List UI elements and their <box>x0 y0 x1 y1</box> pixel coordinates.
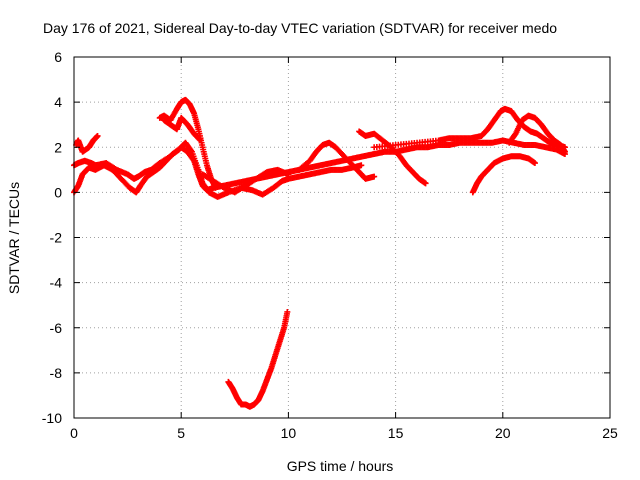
series-track-b <box>71 139 365 200</box>
y-axis-label: SDTVAR / TECUs <box>6 182 22 294</box>
series-track-g <box>296 139 378 182</box>
data-point <box>422 180 429 187</box>
data-point <box>94 132 101 139</box>
y-tick-label: -2 <box>50 230 63 246</box>
data-point <box>371 173 378 180</box>
series-track-l <box>225 308 291 410</box>
series-track-j <box>506 112 568 155</box>
chart-title: Day 176 of 2021, Sidereal Day-to-day VTE… <box>43 20 557 36</box>
series-track-k <box>469 153 538 196</box>
series-track-f <box>199 166 292 196</box>
y-tick-label: 0 <box>54 184 62 200</box>
x-axis-label: GPS time / hours <box>287 458 394 474</box>
x-tick-label: 0 <box>70 425 78 441</box>
axis-ticks: 0 5 10 15 20 25 -10 -8 -6 -4 -2 0 2 4 6 <box>42 49 618 441</box>
y-tick-label: -10 <box>42 410 62 426</box>
y-tick-label: 4 <box>54 94 62 110</box>
data-point <box>188 147 195 154</box>
data-point <box>284 308 291 315</box>
y-tick-label: -8 <box>50 365 63 381</box>
data-point <box>285 171 292 178</box>
x-tick-label: 15 <box>388 425 404 441</box>
y-tick-label: 6 <box>54 49 62 65</box>
series-track-c <box>73 132 101 155</box>
x-tick-label: 10 <box>281 425 297 441</box>
grid-lines <box>74 57 610 418</box>
y-tick-label: 2 <box>54 139 62 155</box>
y-tick-label: -6 <box>50 320 63 336</box>
data-points <box>71 96 568 410</box>
data-point <box>531 160 538 167</box>
data-point <box>358 162 365 169</box>
x-tick-label: 20 <box>495 425 511 441</box>
series-track-e <box>161 114 204 144</box>
x-tick-label: 25 <box>602 425 618 441</box>
x-tick-label: 5 <box>177 425 185 441</box>
data-point <box>197 137 204 144</box>
y-tick-label: -4 <box>50 275 63 291</box>
data-point <box>212 184 219 191</box>
data-point <box>561 148 568 155</box>
data-point <box>196 136 203 143</box>
